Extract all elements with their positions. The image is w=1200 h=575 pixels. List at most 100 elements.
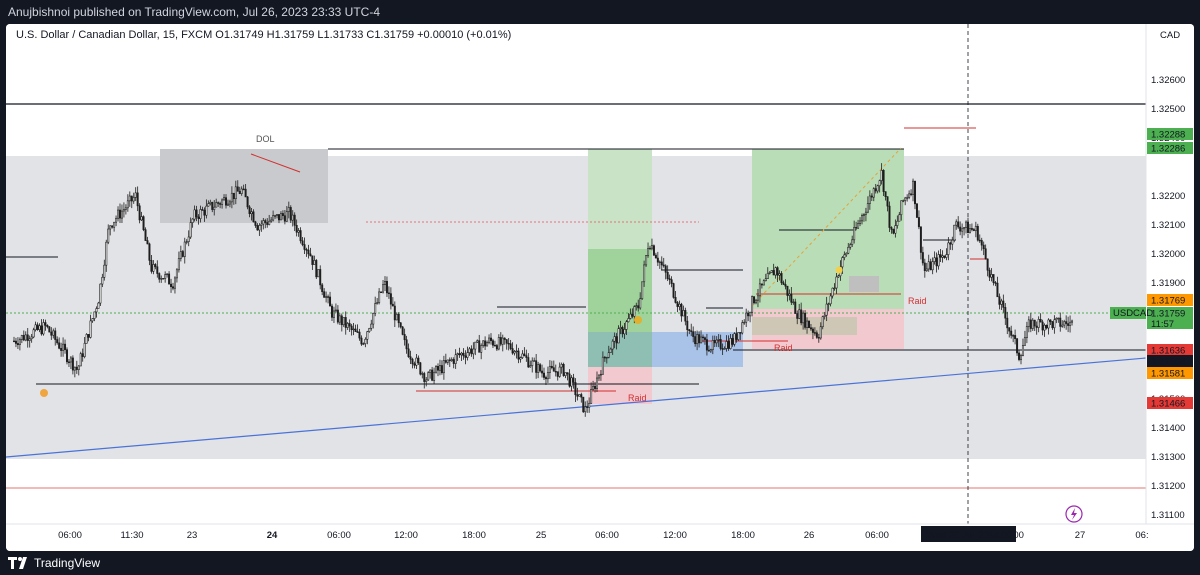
candle-body [258,225,261,231]
candle-body [246,196,249,208]
candle-body [572,377,575,383]
candle-body [937,254,940,267]
candle-body [656,257,659,263]
candle-body [843,254,846,258]
candle-body [40,325,43,335]
candle-body [293,214,296,226]
candle-body [868,195,871,204]
candle-body [1037,319,1040,328]
candle-body [46,325,49,328]
candle-body [688,329,691,332]
candle-body [1004,307,1007,319]
candle-body [978,239,981,242]
candle-body [431,369,434,381]
candle-body [256,225,259,231]
candle-body [576,394,579,397]
trade-marker-icon [40,389,48,397]
candle-body [103,264,106,278]
candle-body [635,305,638,307]
candle-body [213,206,216,210]
candle-body [654,254,657,259]
x-tick-label: 18:00 [462,530,486,541]
candle-body [240,188,243,194]
candle-body [658,261,661,264]
candle-body [786,285,789,296]
candle-body [1033,319,1036,327]
candle-body [281,213,284,216]
price-tag-value: 1.31608 [1151,357,1185,368]
candle-body [466,352,469,358]
candle-body [177,258,180,271]
candle-body [69,357,72,363]
candle-body [876,185,879,192]
candle-body [1018,352,1021,360]
price-tag-value: 1.32286 [1151,144,1185,155]
y-tick-label: 1.31900 [1151,278,1185,289]
candle-body [609,348,612,353]
idea-bulb-icon [835,266,843,274]
candle-body [354,328,357,332]
price-tag-value: 1.31769 [1151,296,1185,307]
candle-body [570,377,573,387]
publish-text: Anujbishnoi published on TradingView.com… [8,5,381,19]
candle-body [949,242,952,245]
candle-body [682,310,685,317]
candle-body [417,357,420,364]
candle-body [829,295,832,305]
candle-body [639,298,642,309]
candle-body [711,340,714,350]
candle-body [861,215,863,222]
candle-body [66,349,68,363]
candle-body [715,339,718,344]
candle-body [562,363,565,376]
candle-body [380,291,383,294]
candle-body [990,274,993,278]
candle-body [749,311,752,317]
candle-body [1006,317,1009,329]
candle-body [800,309,803,324]
candle-body [407,348,410,358]
x-tick-label: 12:00 [663,530,687,541]
tradingview-logo: TradingView [8,556,100,570]
candle-body [325,296,328,298]
candle-body [539,364,542,372]
candle-body [782,282,785,285]
candle-body [297,230,300,233]
price-tag [1147,128,1193,140]
candle-body [1031,319,1034,329]
candle-body [491,340,494,346]
candle-body [403,334,406,341]
candle-body [984,248,987,260]
candle-body [409,356,412,360]
candle-body [1053,319,1056,329]
y-tick-label: 1.32500 [1151,104,1185,115]
candle-body [898,214,901,222]
candle-body [344,317,347,328]
candle-body [919,226,922,253]
candle-body [319,269,322,286]
candle-body [503,337,506,340]
candle-body [309,253,312,257]
candle-body [884,191,887,197]
candle-body [195,209,198,218]
candle-body [953,224,956,241]
candle-body [739,332,742,334]
candle-body [961,228,964,232]
candle-body [955,221,958,226]
candle-body [54,330,57,340]
candle-body [849,244,852,248]
candle-body [933,257,936,262]
candle-body [164,274,167,279]
candle-body [809,327,812,330]
candle-body [356,331,359,333]
candle-body [364,338,367,344]
price-tag-value: 1.31636 [1151,346,1185,357]
candle-body [558,366,561,377]
candle-body [760,283,763,286]
candle-body [914,180,916,205]
candle-body [925,268,928,272]
candle-body [75,366,78,370]
